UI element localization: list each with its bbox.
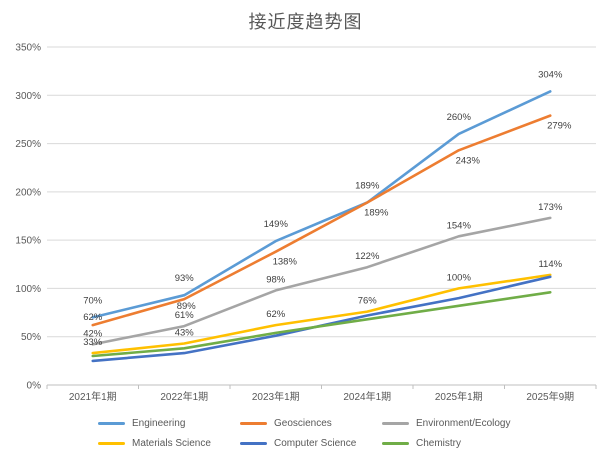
legend-swatch [98,441,125,445]
series-line-environment-ecology [91,216,552,346]
x-axis-category-label: 2025年9期 [526,390,574,403]
series-line-geosciences [91,114,552,327]
data-label: 173% [538,202,563,213]
y-axis-tick-label: 100% [15,284,41,295]
legend-item-computer-science: Computer Science [240,435,382,451]
y-axis-tick-label: 300% [15,91,41,102]
data-label: 122% [355,251,380,262]
y-axis-tick-label: 50% [21,332,41,343]
series-line-materials-science [91,273,552,355]
data-label: 93% [175,273,195,284]
legend-label: Environment/Ecology [416,417,511,429]
x-axis-category-label: 2025年1期 [435,390,483,403]
legend-swatch [382,441,409,445]
data-label: 189% [364,207,389,218]
data-label: 100% [447,272,472,283]
legend-swatch [98,421,125,425]
legend-item-environment-ecology: Environment/Ecology [382,415,582,431]
data-label: 149% [264,219,289,230]
y-axis-tick-label: 150% [15,236,41,247]
data-label: 279% [547,121,572,132]
legend-label: Computer Science [274,437,357,449]
legend-label: Chemistry [416,437,462,449]
data-label: 260% [447,112,472,123]
data-label: 138% [273,257,298,268]
data-label: 98% [266,274,286,285]
data-label: 189% [355,180,380,191]
legend-label: Engineering [132,417,186,429]
legend-label: Materials Science [132,437,211,449]
data-label: 154% [447,220,472,231]
data-label: 43% [175,327,195,338]
data-label: 76% [358,296,378,307]
y-axis-tick-label: 0% [27,381,42,392]
data-label: 304% [538,69,563,80]
legend-item-materials-science: Materials Science [98,435,240,451]
data-label: 62% [266,309,286,320]
y-axis-tick-label: 350% [15,43,41,54]
data-label: 70% [83,295,103,306]
data-label: 62% [83,312,103,323]
data-label: 89% [177,301,197,312]
chart-title: 接近度趋势图 [248,12,363,32]
data-label: 33% [83,337,103,348]
legend-item-geosciences: Geosciences [240,415,382,431]
x-axis-category-label: 2022年1期 [160,390,208,403]
series-line-engineering [91,90,552,319]
x-axis-category-label: 2021年1期 [69,390,117,403]
line-chart-plot: 0% 50% 100% 150% 200% 250% 300% 350% 2021年1期 2022… [15,43,597,403]
legend-label: Geosciences [274,417,332,429]
data-label: 243% [456,155,481,166]
series-line-chemistry [91,290,552,358]
y-axis-tick-label: 200% [15,187,41,198]
legend-swatch [382,421,409,425]
legend-item-chemistry: Chemistry [382,435,582,451]
legend-swatch [240,441,267,445]
data-label: 42% [83,328,103,339]
chart-legend: Engineering Geosciences Environment/Ecolog… [98,415,582,451]
legend-item-engineering: Engineering [98,415,240,431]
x-axis-category-label: 2024年1期 [343,390,391,403]
y-axis-tick-label: 250% [15,139,41,150]
x-axis-category-label: 2023年1期 [252,390,300,403]
data-label: 114% [538,259,562,270]
data-label: 61% [175,310,195,321]
legend-swatch [240,421,267,425]
